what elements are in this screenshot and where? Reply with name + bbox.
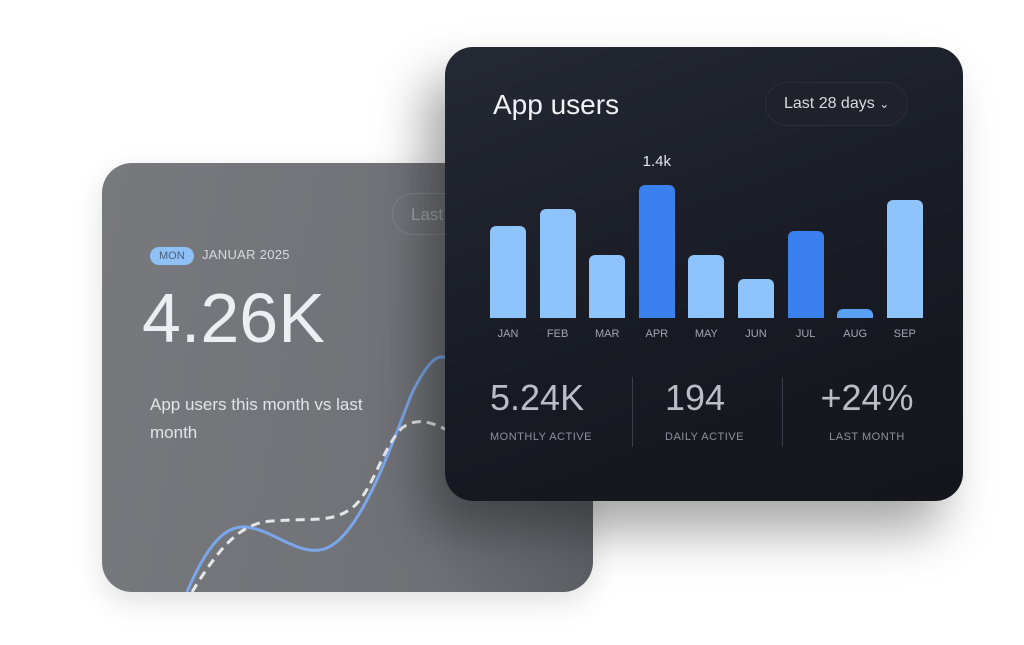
trend-lines (185, 355, 463, 592)
bar-jul[interactable] (787, 230, 824, 318)
stat-label: DAILY ACTIVE (665, 431, 744, 443)
month-label: MAY (694, 328, 718, 340)
month-label: FEB (546, 328, 569, 340)
month-label: AUG (843, 328, 868, 340)
stat-label: MONTHLY ACTIVE (490, 431, 592, 443)
date-label: JANUAR 2025 (202, 247, 290, 262)
users-value: 4.26K (142, 279, 325, 357)
month-label: JUL (795, 328, 816, 340)
stat-value: +24% (820, 377, 914, 418)
bar-mar[interactable] (589, 255, 626, 318)
bar-aug[interactable] (837, 308, 874, 318)
bar-may[interactable] (688, 255, 725, 318)
previous-trend-line (190, 420, 463, 592)
day-badge: MON (150, 247, 194, 265)
month-label: APR (645, 328, 669, 340)
range-selector[interactable]: Last 28 days ⌄ (765, 82, 909, 126)
stat-label: LAST MONTH (829, 431, 905, 443)
bar-jun[interactable] (738, 279, 774, 318)
data-label: 1.4k (642, 153, 671, 170)
stat-last-month: +24% LAST MONTH (817, 377, 917, 443)
chevron-down-icon: ⌄ (879, 97, 890, 111)
month-label: JUN (745, 328, 767, 340)
bar-feb[interactable] (539, 208, 576, 318)
month-label: MAR (594, 328, 620, 340)
current-trend-line (185, 355, 448, 592)
month-label: SEP (893, 328, 916, 340)
bar-apr[interactable] (638, 185, 675, 318)
stat-value: 194 (665, 377, 726, 418)
app-users-card: App users Last 28 days ⌄ 5.24K MONTHLY AC… (445, 47, 963, 501)
stat-value: 5.24K (490, 377, 585, 418)
range-label: Last 28 days (784, 95, 875, 112)
card-title: App users (493, 89, 620, 120)
bar-jan[interactable] (490, 225, 526, 318)
month-label: JAN (497, 328, 519, 340)
stat-monthly: 5.24K MONTHLY ACTIVE (490, 377, 650, 443)
users-description: App users this month vs last month (150, 395, 363, 442)
stat-daily: 194 DAILY ACTIVE (665, 377, 825, 443)
bar-sep[interactable] (886, 200, 923, 318)
